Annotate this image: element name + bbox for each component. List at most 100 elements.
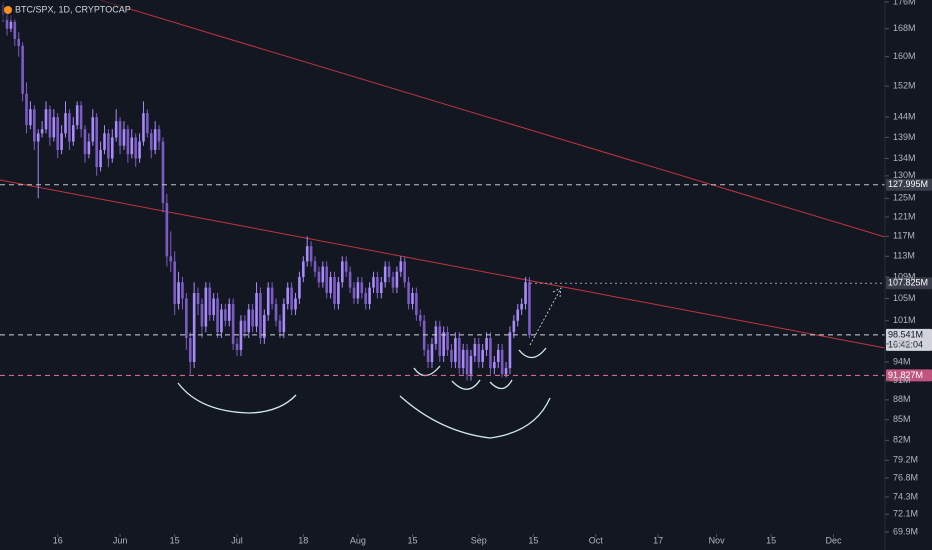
- candle-body: [239, 320, 243, 350]
- y-tick-label: 139M: [893, 132, 916, 142]
- sketch-curve: [518, 347, 547, 359]
- candle-body: [368, 287, 371, 304]
- candle-body: [500, 349, 504, 375]
- candle-body: [263, 315, 266, 339]
- candle-body: [426, 349, 430, 362]
- x-tick-label: Nov: [709, 535, 726, 545]
- x-tick-label: 15: [407, 535, 417, 545]
- candle-body: [321, 266, 325, 283]
- countdown: 16:42:04: [888, 339, 923, 349]
- candle-body: [485, 338, 488, 350]
- candle-body: [169, 256, 173, 262]
- y-tick-label: 79.2M: [893, 455, 918, 465]
- candle-body: [122, 129, 126, 146]
- candle-body: [356, 282, 360, 299]
- y-tick-label: 130M: [893, 170, 916, 180]
- candle-body: [157, 129, 161, 142]
- candle-body: [450, 349, 453, 362]
- candle-body: [200, 303, 204, 327]
- candles: [1, 1, 531, 381]
- chart-title: BTC/SPX, 1D, CRYPTOCAP: [15, 4, 131, 14]
- candle-body: [146, 113, 149, 134]
- candle-body: [313, 261, 317, 272]
- candle-body: [333, 276, 336, 304]
- candle-body: [130, 137, 134, 155]
- candle-body: [103, 133, 106, 150]
- candle-body: [305, 246, 309, 262]
- candle-body: [247, 309, 251, 333]
- candle-body: [274, 303, 278, 321]
- candle-body: [173, 261, 176, 304]
- candle-body: [64, 113, 67, 134]
- sketch-curve: [451, 379, 481, 390]
- y-tick-label: 134M: [893, 153, 916, 163]
- candle-body: [457, 338, 461, 369]
- x-tick-label: 15: [766, 535, 776, 545]
- x-tick-label: Jun: [113, 535, 128, 545]
- candle-body: [403, 261, 406, 283]
- candle-body: [75, 105, 79, 126]
- candle-body: [91, 117, 95, 142]
- candle-body: [352, 287, 356, 299]
- candle-body: [17, 38, 21, 46]
- candle-body: [192, 292, 196, 362]
- candle-body: [325, 266, 329, 293]
- candle-body: [71, 125, 75, 142]
- y-tick-label: 125M: [893, 193, 916, 203]
- candle-body: [95, 117, 98, 168]
- y-tick-label: 109M: [893, 271, 916, 281]
- candle-body: [126, 129, 130, 155]
- x-tick-label: 16: [53, 535, 63, 545]
- sketch-curve: [489, 379, 513, 390]
- candle-body: [36, 133, 40, 142]
- candle-body: [83, 129, 87, 155]
- candle-body: [13, 21, 17, 39]
- candle-body: [516, 309, 520, 321]
- candle-body: [524, 282, 527, 304]
- candle-body: [512, 320, 516, 333]
- candle-body: [294, 298, 297, 310]
- candle-body: [118, 121, 122, 146]
- y-tick-label: 117M: [893, 231, 915, 241]
- candle-body: [493, 361, 496, 369]
- candle-body: [25, 93, 28, 126]
- candle-body: [196, 292, 200, 304]
- candle-body: [79, 105, 83, 130]
- candle-body: [56, 117, 60, 150]
- arrow: [529, 287, 562, 346]
- candle-body: [290, 287, 293, 310]
- candle-body: [149, 133, 153, 150]
- candle-body: [231, 303, 235, 344]
- y-tick-label: 113M: [893, 251, 915, 261]
- candle-body: [465, 349, 469, 375]
- price-label: 91.827M: [888, 370, 923, 380]
- y-tick-label: 101M: [893, 315, 916, 325]
- candle-body: [52, 117, 56, 138]
- y-tick-label: 144M: [893, 112, 916, 122]
- candle-body: [204, 287, 208, 327]
- drawings: [0, 0, 886, 439]
- candle-body: [508, 332, 512, 369]
- candle-body: [473, 343, 477, 356]
- x-tick-label: 15: [528, 535, 538, 545]
- candle-body: [227, 303, 231, 321]
- candle-body: [430, 343, 434, 362]
- candle-body: [208, 287, 212, 316]
- y-tick-label: 69.9M: [893, 526, 918, 536]
- candle-body: [68, 113, 71, 142]
- candle-body: [40, 129, 44, 134]
- y-tick-label: 160M: [893, 51, 916, 61]
- candle-body: [415, 292, 418, 316]
- x-tick-label: Jul: [231, 535, 243, 545]
- candle-body: [341, 261, 344, 283]
- candle-body: [348, 271, 352, 288]
- candle-body: [224, 309, 227, 321]
- candle-body: [442, 332, 445, 356]
- symbol-icon: [4, 6, 12, 14]
- x-tick-label: Aug: [350, 535, 366, 545]
- sketch-curve: [177, 382, 297, 414]
- candle-body: [344, 261, 348, 272]
